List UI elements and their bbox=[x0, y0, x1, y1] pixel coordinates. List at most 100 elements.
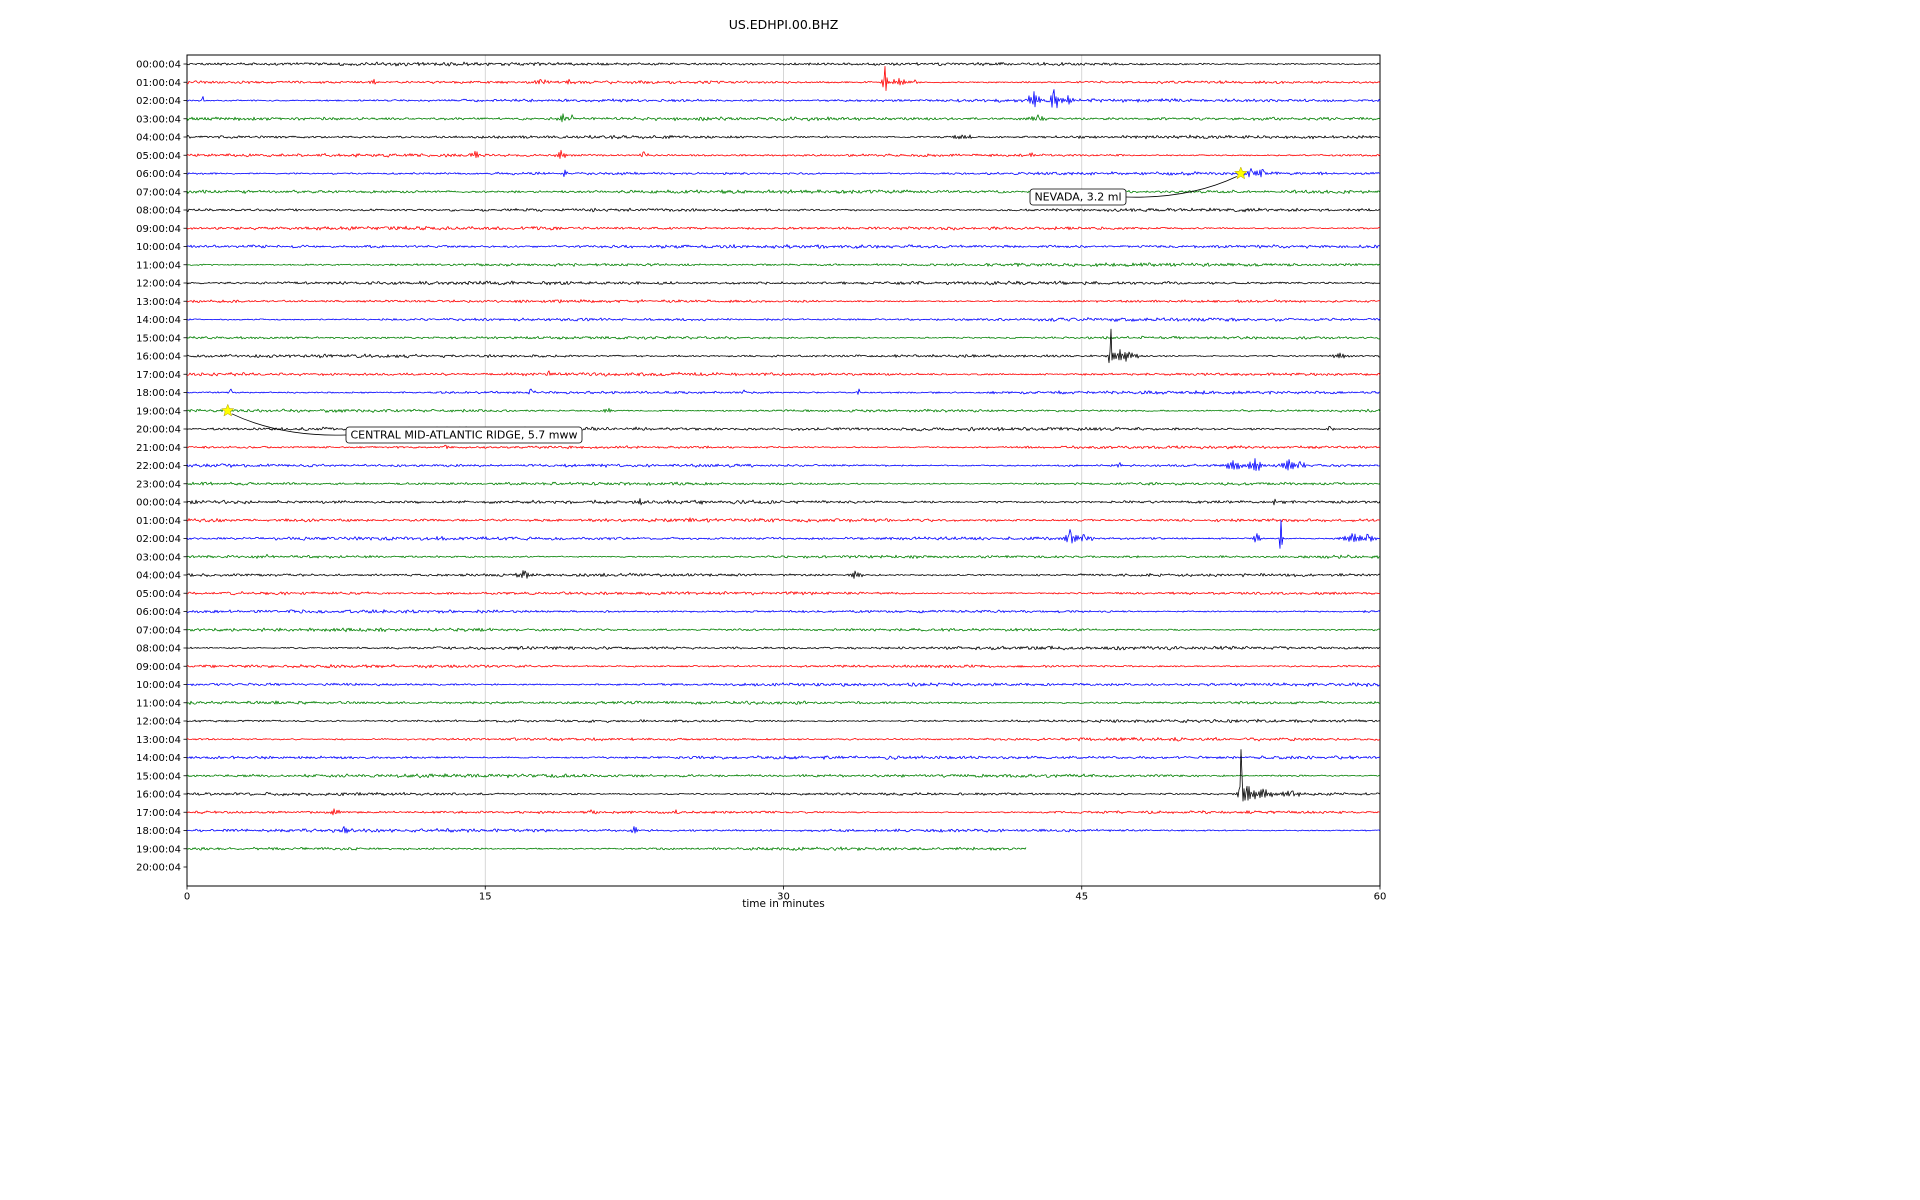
trace-time-label: 02:00:04 bbox=[136, 534, 181, 545]
seismo-trace-31-070004 bbox=[186, 627, 1381, 633]
seismo-trace-32-080004 bbox=[186, 645, 1381, 651]
trace-time-label: 11:00:04 bbox=[136, 260, 181, 271]
x-tick-label: 15 bbox=[479, 892, 492, 903]
x-tick-label: 60 bbox=[1374, 892, 1387, 903]
seismo-trace-12-120004 bbox=[186, 280, 1381, 286]
seismo-trace-30-060004 bbox=[186, 609, 1381, 614]
seismo-trace-41-170004 bbox=[186, 808, 1381, 816]
seismo-trace-19-190004 bbox=[186, 407, 1381, 413]
seismo-trace-21-210004 bbox=[186, 444, 1381, 450]
trace-time-label: 15:00:04 bbox=[136, 771, 181, 782]
trace-time-label: 20:00:04 bbox=[136, 863, 181, 874]
annotation-connector bbox=[1125, 176, 1237, 198]
seismo-trace-39-150004 bbox=[186, 773, 1381, 779]
trace-time-label: 14:00:04 bbox=[136, 315, 181, 326]
annotation-connector bbox=[231, 413, 347, 436]
seismo-trace-28-040004 bbox=[187, 570, 1381, 579]
seismo-trace-35-110004 bbox=[186, 700, 1381, 705]
seismo-trace-14-140004 bbox=[186, 317, 1381, 322]
seismo-trace-1-010004 bbox=[186, 66, 1381, 91]
seismo-trace-6-060004 bbox=[186, 168, 1381, 178]
seismo-trace-43-190004 bbox=[186, 846, 1027, 851]
seismo-trace-4-040004 bbox=[186, 134, 1381, 140]
trace-time-label: 02:00:04 bbox=[136, 96, 181, 107]
trace-time-label: 11:00:04 bbox=[136, 698, 181, 709]
trace-time-label: 00:00:04 bbox=[136, 498, 181, 509]
trace-time-label: 21:00:04 bbox=[136, 443, 181, 454]
seismo-trace-29-050004 bbox=[186, 591, 1381, 596]
seismo-trace-34-100004 bbox=[186, 682, 1381, 687]
event-star-icon bbox=[1233, 166, 1248, 180]
trace-time-label: 12:00:04 bbox=[136, 279, 181, 290]
trace-time-label: 18:00:04 bbox=[136, 388, 181, 399]
trace-time-label: 03:00:04 bbox=[136, 114, 181, 125]
seismo-trace-17-170004 bbox=[186, 370, 1381, 377]
trace-time-label: 16:00:04 bbox=[136, 352, 181, 363]
trace-time-label: 22:00:04 bbox=[136, 461, 181, 472]
seismo-trace-0-000004 bbox=[186, 61, 1381, 67]
trace-time-label: 20:00:04 bbox=[136, 425, 181, 436]
trace-time-label: 10:00:04 bbox=[136, 242, 181, 253]
seismo-trace-11-110004 bbox=[186, 262, 1381, 267]
seismo-trace-8-080004 bbox=[186, 207, 1381, 213]
x-tick-label: 45 bbox=[1075, 892, 1088, 903]
trace-time-label: 01:00:04 bbox=[136, 78, 181, 89]
seismo-trace-15-150004 bbox=[186, 335, 1381, 340]
trace-time-label: 04:00:04 bbox=[136, 133, 181, 144]
trace-time-label: 07:00:04 bbox=[136, 625, 181, 636]
x-tick-label: 30 bbox=[777, 892, 790, 903]
seismo-trace-38-140004 bbox=[186, 755, 1381, 760]
trace-time-label: 13:00:04 bbox=[136, 297, 181, 308]
seismo-trace-9-090004 bbox=[186, 225, 1381, 231]
trace-time-label: 00:00:04 bbox=[136, 60, 181, 71]
annotation-box bbox=[345, 426, 583, 444]
trace-time-label: 01:00:04 bbox=[136, 516, 181, 527]
trace-time-label: 09:00:04 bbox=[136, 224, 181, 235]
seismo-trace-25-010004 bbox=[186, 517, 1381, 523]
trace-time-label: 19:00:04 bbox=[136, 844, 181, 855]
trace-time-label: 12:00:04 bbox=[136, 717, 181, 728]
event-annotation-label: NEVADA, 3.2 ml bbox=[1034, 191, 1121, 204]
x-axis-label: time in minutes bbox=[742, 898, 825, 910]
trace-time-label: 23:00:04 bbox=[136, 479, 181, 490]
seismo-trace-10-100004 bbox=[186, 244, 1381, 249]
seismo-trace-3-030004 bbox=[186, 113, 1381, 123]
seismo-trace-22-220004 bbox=[186, 458, 1381, 471]
seismo-trace-27-030004 bbox=[186, 553, 1381, 559]
trace-time-label: 06:00:04 bbox=[136, 169, 181, 180]
trace-time-label: 08:00:04 bbox=[136, 644, 181, 655]
trace-time-label: 05:00:04 bbox=[136, 589, 181, 600]
trace-time-label: 14:00:04 bbox=[136, 753, 181, 764]
seismo-trace-40-160004 bbox=[186, 749, 1381, 802]
trace-time-label: 07:00:04 bbox=[136, 187, 181, 198]
x-tick-label: 0 bbox=[184, 892, 190, 903]
trace-time-label: 10:00:04 bbox=[136, 680, 181, 691]
seismo-trace-2-020004 bbox=[186, 89, 1381, 109]
seismo-trace-5-050004 bbox=[186, 149, 1381, 159]
event-star-icon bbox=[220, 403, 235, 417]
chart-title: US.EDHPI.00.BHZ bbox=[728, 17, 839, 32]
trace-time-label: 16:00:04 bbox=[136, 790, 181, 801]
seismo-trace-33-090004 bbox=[186, 664, 1381, 669]
trace-time-label: 17:00:04 bbox=[136, 808, 181, 819]
seismo-trace-13-130004 bbox=[186, 299, 1381, 304]
trace-time-label: 15:00:04 bbox=[136, 333, 181, 344]
trace-time-label: 04:00:04 bbox=[136, 571, 181, 582]
trace-time-label: 18:00:04 bbox=[136, 826, 181, 837]
trace-time-label: 13:00:04 bbox=[136, 735, 181, 746]
trace-time-label: 08:00:04 bbox=[136, 206, 181, 217]
seismo-trace-23-230004 bbox=[186, 481, 1381, 486]
event-annotation-label: CENTRAL MID-ATLANTIC RIDGE, 5.7 mww bbox=[350, 429, 577, 442]
seismo-trace-7-070004 bbox=[186, 189, 1381, 194]
seismo-trace-42-180004 bbox=[186, 826, 1381, 834]
seismo-trace-18-180004 bbox=[186, 388, 1381, 395]
seismo-trace-26-020004 bbox=[186, 519, 1381, 549]
trace-time-label: 17:00:04 bbox=[136, 370, 181, 381]
seismo-trace-36-120004 bbox=[186, 718, 1381, 724]
trace-time-label: 06:00:04 bbox=[136, 607, 181, 618]
trace-time-label: 09:00:04 bbox=[136, 662, 181, 673]
seismo-trace-24-000004 bbox=[186, 498, 1381, 506]
seismo-trace-16-160004 bbox=[186, 328, 1380, 364]
